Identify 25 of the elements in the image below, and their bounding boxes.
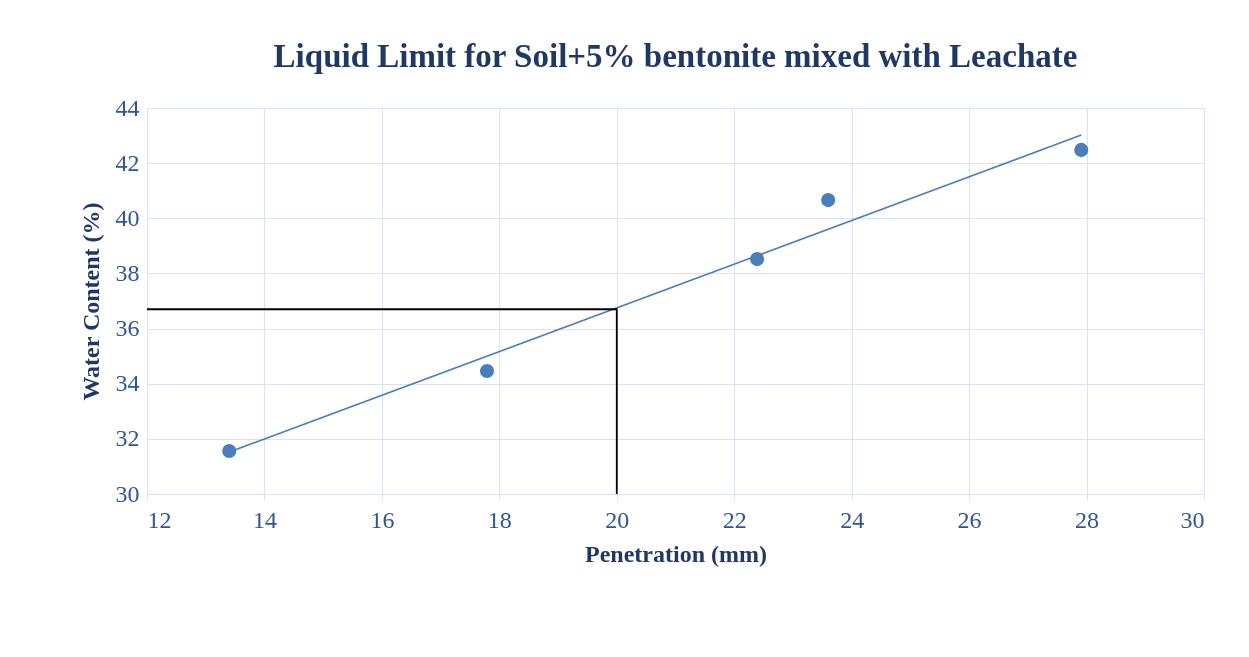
x-tick-label: 26	[957, 506, 982, 533]
point	[222, 443, 237, 459]
chart-title: Liquid Limit for Soil+5% bentonite mixed with Leachate	[273, 38, 1078, 74]
y-tick-label: 34	[115, 370, 140, 397]
point	[1074, 142, 1089, 157]
point	[479, 363, 495, 379]
x-tick-label: 20	[605, 506, 630, 533]
y-tick-label: 38	[115, 259, 140, 286]
y-tick-label: 36	[115, 315, 140, 342]
y-axis-title: Water Content (%)	[77, 202, 104, 401]
y-tick-label: 40	[115, 204, 140, 231]
x-tick-label: 24	[840, 506, 865, 533]
y-tick-label: 32	[115, 425, 140, 452]
x-tick-label: 30	[1180, 506, 1205, 533]
x-tick-label: 12	[147, 506, 172, 533]
x-axis-title: Penetration (mm)	[585, 540, 767, 567]
x-tick-label: 28	[1075, 506, 1100, 533]
x-tick-label: 16	[370, 506, 395, 533]
y-tick-label: 42	[115, 149, 140, 176]
y-tick-label: 44	[115, 94, 140, 121]
point	[821, 193, 836, 208]
y-tick-label: 30	[115, 480, 140, 507]
x-tick-label: 18	[487, 506, 512, 533]
x-tick-label: 22	[722, 506, 747, 533]
x-tick-label: 14	[252, 506, 277, 533]
